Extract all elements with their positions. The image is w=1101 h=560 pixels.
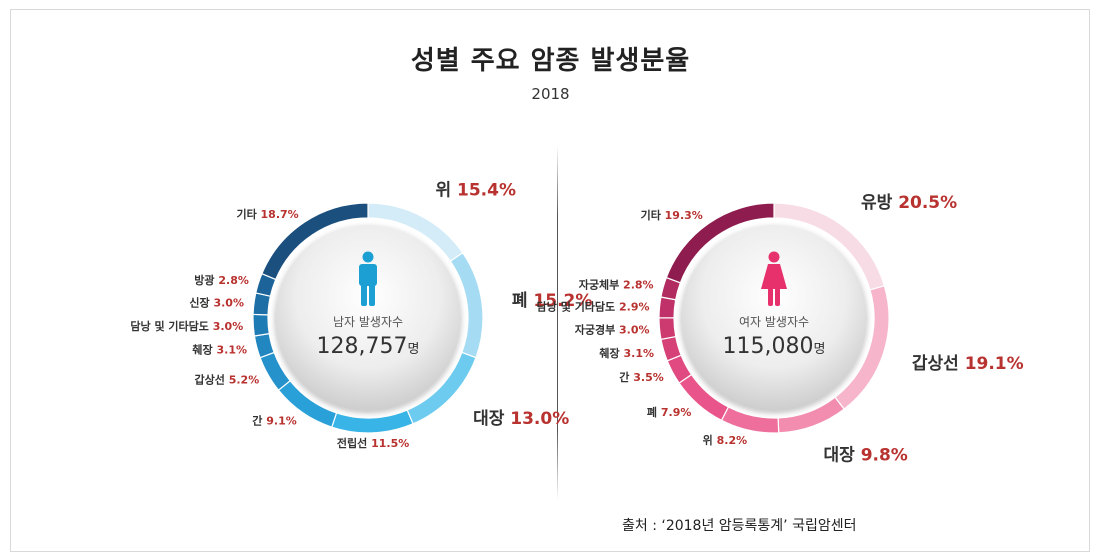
female-slice-value-4: 8.2%	[717, 434, 748, 447]
female-center-value: 115,080	[723, 334, 814, 359]
male-slice-4	[331, 409, 414, 434]
male-center-label: 남자 발생자수	[333, 315, 403, 329]
female-slice-label-8: 자궁경부 3.0%	[575, 323, 650, 337]
female-center-disc	[681, 225, 867, 411]
female-slice-name-5: 폐	[647, 405, 661, 419]
chart-frame	[10, 9, 1090, 552]
male-slice-label-2: 폐 15.2%	[512, 291, 593, 311]
female-slice-11	[665, 202, 775, 284]
female-slice-name-4: 위	[703, 434, 717, 447]
male-center-unit: 명	[408, 342, 420, 357]
female-slice-value-7: 3.1%	[623, 347, 654, 360]
male-slice-name-7: 췌장	[192, 342, 216, 356]
female-slice-label-10: 자궁체부 2.8%	[579, 277, 654, 291]
center-divider	[557, 145, 558, 500]
male-slice-value-7: 3.1%	[217, 343, 248, 356]
female-slice-value-2: 19.1%	[965, 354, 1024, 374]
male-slice-value-1: 15.4%	[457, 181, 516, 201]
female-slice-value-1: 20.5%	[898, 193, 957, 213]
female-slice-label-9: 담낭 및 기타담도 2.9%	[537, 299, 650, 313]
male-slice-value-10: 2.8%	[218, 274, 249, 287]
male-slice-label-8: 담낭 및 기타담도 3.0%	[130, 319, 243, 333]
female-slice-name-8: 자궁경부	[575, 323, 619, 337]
female-figure-icon	[761, 251, 787, 306]
male-figure-icon	[359, 251, 377, 306]
male-slice-label-9: 신장 3.0%	[189, 295, 244, 309]
female-slice-label-11: 기타 19.3%	[641, 208, 703, 222]
male-slice-label-11: 기타 18.7%	[236, 207, 298, 221]
male-slice-8	[252, 313, 270, 337]
female-slice-label-6: 간 3.5%	[619, 370, 663, 384]
female-slice-8	[658, 317, 677, 341]
female-slice-name-6: 간	[619, 370, 633, 384]
female-slice-name-9: 담낭 및 기타담도	[537, 299, 619, 313]
female-slice-name-3: 대장	[823, 445, 860, 465]
female-slice-value-11: 19.3%	[665, 209, 703, 222]
male-slice-label-5: 간 9.1%	[252, 414, 296, 428]
female-slice-name-1: 유방	[861, 193, 898, 213]
female-slice-name-10: 자궁체부	[579, 277, 623, 291]
female-slice-label-7: 췌장 3.1%	[599, 346, 654, 360]
source-note: 출처 : ‘2018년 암등록통계’ 국립암센터	[622, 518, 857, 534]
male-slice-label-1: 위 15.4%	[435, 181, 516, 201]
male-slice-value-8: 3.0%	[213, 320, 244, 333]
female-slice-9	[658, 296, 677, 319]
male-center-value: 128,757	[317, 334, 408, 359]
male-slice-value-2: 15.2%	[533, 291, 592, 311]
male-donut: 위 15.4% 폐 15.2% 대장 13.0% 전립선 11.5% 간 9.1% 갑상선…	[130, 181, 592, 450]
male-slice-name-3: 대장	[473, 409, 510, 429]
female-center-label: 여자 발생자수	[739, 315, 809, 329]
chart-year: 2018	[531, 85, 570, 103]
female-slice-label-4: 위 8.2%	[703, 434, 747, 447]
male-slice-11	[261, 202, 369, 281]
female-slice-name-7: 췌장	[599, 346, 623, 360]
male-slice-value-4: 11.5%	[371, 437, 409, 450]
female-center-count: 115,080명	[723, 334, 826, 359]
male-slice-value-11: 18.7%	[261, 208, 299, 221]
female-slice-label-1: 유방 20.5%	[861, 193, 957, 213]
male-slice-7	[253, 332, 275, 359]
female-slice-value-8: 3.0%	[619, 324, 650, 337]
male-slice-name-10: 방광	[194, 273, 218, 287]
male-center-count: 128,757명	[317, 334, 420, 359]
male-slice-name-5: 간	[252, 414, 266, 428]
male-slice-name-9: 신장	[189, 295, 213, 309]
female-slice-value-3: 9.8%	[861, 445, 908, 465]
male-slice-value-5: 9.1%	[266, 415, 297, 428]
male-slice-name-1: 위	[435, 181, 457, 201]
female-slice-value-5: 7.9%	[661, 406, 692, 419]
female-slice-label-3: 대장 9.8%	[823, 445, 907, 465]
female-center-unit: 명	[814, 342, 826, 357]
male-slice-label-7: 췌장 3.1%	[192, 342, 247, 356]
male-slice-label-10: 방광 2.8%	[194, 273, 249, 287]
female-slice-value-9: 2.9%	[619, 300, 650, 313]
male-slice-name-2: 폐	[512, 291, 534, 311]
female-slice-label-2: 갑상선 19.1%	[912, 354, 1024, 374]
male-slice-value-3: 13.0%	[510, 409, 569, 429]
chart-title: 성별 주요 암종 발생분율	[410, 46, 691, 76]
female-slice-value-10: 2.8%	[623, 278, 654, 291]
male-slice-value-6: 5.2%	[229, 374, 260, 387]
female-slice-name-2: 갑상선	[912, 354, 965, 374]
male-slice-value-9: 3.0%	[213, 296, 244, 309]
female-slice-label-5: 폐 7.9%	[647, 405, 691, 419]
male-slice-name-6: 갑상선	[195, 373, 229, 387]
male-center-disc	[275, 225, 461, 411]
male-slice-name-4: 전립선	[337, 436, 371, 450]
female-donut: 유방 20.5% 갑상선 19.1% 대장 9.8% 위 8.2% 폐 7.9% 간 3.…	[537, 193, 1024, 465]
male-slice-label-3: 대장 13.0%	[473, 409, 569, 429]
male-slice-name-11: 기타	[236, 207, 260, 221]
female-slice-value-6: 3.5%	[633, 371, 664, 384]
male-slice-label-4: 전립선 11.5%	[337, 436, 409, 450]
male-slice-name-8: 담낭 및 기타담도	[130, 319, 212, 333]
female-slice-name-11: 기타	[641, 208, 665, 222]
male-slice-label-6: 갑상선 5.2%	[195, 373, 260, 387]
